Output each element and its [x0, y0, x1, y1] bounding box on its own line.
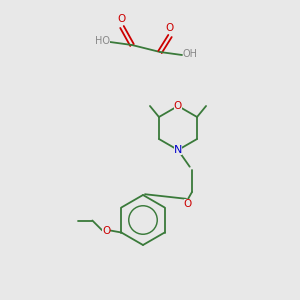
Text: O: O [166, 23, 174, 33]
Text: O: O [102, 226, 110, 236]
Text: O: O [118, 14, 126, 24]
Text: N: N [174, 145, 182, 155]
Text: HO: HO [94, 36, 110, 46]
Text: O: O [184, 199, 192, 209]
Text: O: O [174, 101, 182, 111]
Text: OH: OH [182, 49, 197, 59]
